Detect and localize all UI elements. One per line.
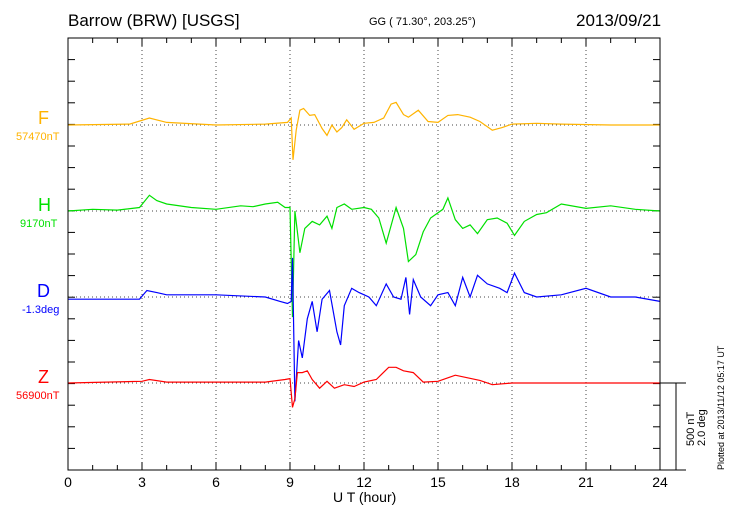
x-tick-label: 3 (138, 474, 146, 490)
series-z-line (67, 366, 660, 408)
series-h-line (67, 194, 661, 318)
baseline-d: -1.3deg (22, 304, 60, 316)
baseline-h: 9170nT (20, 218, 58, 230)
x-tick-label: 9 (286, 474, 294, 490)
x-tick-label: 15 (430, 474, 446, 490)
x-tick-label: 18 (504, 474, 520, 490)
label-h: H (38, 195, 51, 215)
station-title: Barrow (BRW) [USGS] (68, 11, 240, 30)
label-d: D (37, 281, 50, 301)
label-f: F (38, 108, 49, 128)
scale-deg: 2.0 deg (696, 409, 708, 446)
baseline-f: 57470nT (16, 131, 60, 143)
plot-frame (67, 37, 661, 471)
date: 2013/09/21 (576, 11, 662, 30)
series-d-line (68, 257, 661, 402)
x-tick-label: 12 (356, 474, 372, 490)
baseline-z: 56900nT (16, 390, 60, 402)
x-tick-label: 21 (578, 474, 594, 490)
x-tick-label: 6 (212, 474, 220, 490)
x-axis-label: U T (hour) (333, 489, 397, 505)
series-f-line (67, 101, 660, 160)
label-z: Z (38, 367, 49, 387)
coordinates: GG ( 71.30°, 203.25°) (369, 16, 476, 28)
x-tick-label: 24 (652, 474, 668, 490)
plotted-timestamp: Plotted at 2013/11/12 05:17 UT (716, 345, 726, 470)
x-tick-label: 0 (64, 474, 72, 490)
